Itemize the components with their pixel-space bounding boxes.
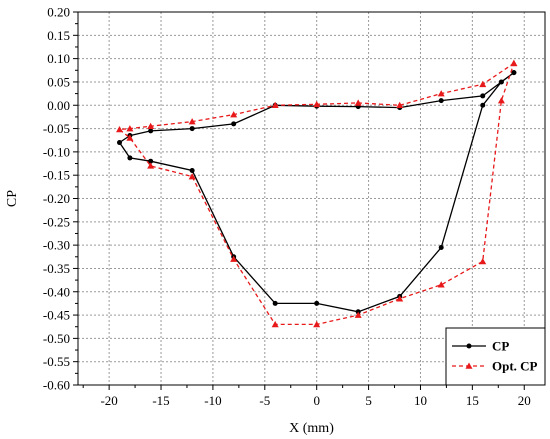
y-axis-label: CP — [5, 190, 20, 207]
series-cp — [117, 70, 517, 315]
data-point — [354, 311, 362, 318]
legend-item: Opt. CP — [452, 359, 538, 374]
data-point — [479, 80, 487, 88]
x-tick-label: 5 — [365, 393, 372, 408]
data-point — [480, 93, 486, 99]
y-tick-label: 0.15 — [47, 28, 70, 43]
data-point — [438, 98, 444, 104]
x-tick-label: 10 — [414, 393, 427, 408]
legend-label: Opt. CP — [492, 359, 538, 374]
data-point — [230, 255, 238, 262]
data-point — [479, 257, 487, 265]
y-tick-label: 0.10 — [47, 51, 70, 66]
y-tick-label: 0.20 — [47, 5, 70, 20]
data-point — [271, 320, 279, 328]
data-point — [480, 102, 486, 108]
data-point — [354, 99, 362, 106]
data-point — [127, 155, 133, 161]
x-tick-label: 0 — [313, 393, 320, 408]
y-tick-label: -0.25 — [43, 214, 70, 229]
x-tick-label: -15 — [152, 393, 169, 408]
data-point — [497, 97, 505, 104]
y-tick-label: -0.30 — [43, 238, 70, 253]
data-point — [189, 168, 195, 174]
legend-label: CP — [492, 339, 509, 354]
data-point — [148, 128, 154, 134]
data-point — [147, 122, 155, 130]
x-tick-label: -5 — [259, 393, 270, 408]
y-tick-label: -0.15 — [43, 168, 70, 183]
legend-marker — [465, 362, 473, 369]
data-point — [188, 173, 196, 180]
x-tick-label: -10 — [204, 393, 221, 408]
data-point — [396, 295, 404, 302]
data-point — [188, 118, 196, 125]
y-tick-label: -0.50 — [43, 331, 70, 346]
data-point — [231, 121, 237, 127]
legend: CP Opt. CP — [445, 327, 546, 386]
y-tick-label: -0.10 — [43, 144, 70, 159]
data-point — [313, 100, 321, 108]
y-tick-label: -0.20 — [43, 191, 70, 206]
axis-ticks: -20 -15 -10 -5 0 5 10 15 20 0.20 0.15 0.10 0.05 0.00 -… — [43, 5, 531, 409]
data-point — [314, 300, 320, 306]
x-tick-label: -20 — [100, 393, 117, 408]
legend-box — [445, 327, 546, 386]
data-point — [230, 111, 238, 118]
series-line — [117, 62, 515, 326]
data-point — [148, 158, 154, 164]
data-point — [126, 134, 134, 141]
series-layer — [116, 59, 518, 328]
data-point — [313, 320, 321, 328]
series-opt-cp — [116, 59, 518, 328]
data-point — [510, 59, 518, 67]
data-point — [437, 281, 445, 288]
y-tick-label: -0.40 — [43, 284, 70, 299]
y-tick-label: 0.00 — [47, 98, 70, 113]
data-point — [511, 70, 517, 76]
data-point — [437, 90, 445, 97]
data-point — [189, 126, 195, 132]
data-point — [126, 125, 134, 132]
legend-items: CP Opt. CP — [452, 339, 538, 374]
y-tick-label: -0.60 — [43, 378, 70, 393]
x-axis-label: X (mm) — [289, 421, 334, 436]
data-point — [271, 101, 279, 109]
y-tick-label: 0.05 — [47, 74, 70, 89]
data-point — [116, 125, 124, 133]
x-tick-label: 15 — [466, 393, 479, 408]
data-point — [147, 162, 155, 169]
y-tick-label: -0.35 — [43, 261, 70, 276]
y-tick-label: -0.05 — [43, 121, 70, 136]
y-tick-label: -0.45 — [43, 308, 70, 323]
data-point — [117, 140, 123, 146]
legend-item: CP — [452, 339, 509, 354]
data-point — [272, 300, 278, 306]
series-line — [118, 72, 515, 313]
legend-marker — [466, 343, 472, 349]
data-point — [438, 244, 444, 250]
y-tick-label: -0.55 — [43, 354, 70, 369]
x-tick-label: 20 — [518, 393, 531, 408]
data-point — [396, 101, 404, 109]
data-point — [498, 79, 504, 85]
